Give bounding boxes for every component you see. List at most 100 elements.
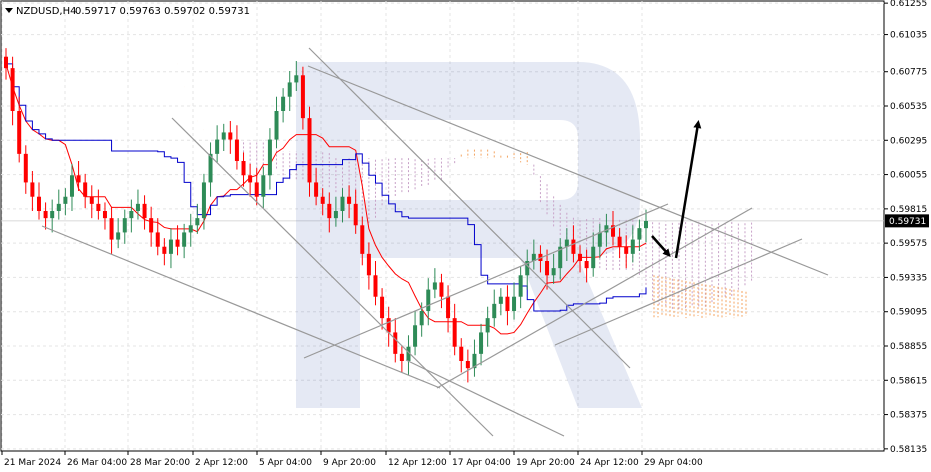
candle-body xyxy=(129,211,134,219)
candle-body xyxy=(525,261,530,276)
x-tick-label: 19 Apr 20:00 xyxy=(516,458,575,468)
x-tick-label: 24 Apr 12:00 xyxy=(580,458,639,468)
candle-body xyxy=(347,196,352,204)
trendline xyxy=(436,207,753,389)
candle-body xyxy=(545,261,550,276)
candle-body xyxy=(637,228,642,240)
candle-body xyxy=(83,182,88,197)
candle-body xyxy=(267,139,272,176)
candle-body xyxy=(492,303,497,319)
candle-body xyxy=(617,236,622,247)
y-tick-label: 0.59575 xyxy=(890,239,927,249)
y-tick-label: 0.60775 xyxy=(890,68,927,78)
watermark-logo xyxy=(296,62,642,408)
y-tick-label: 0.60535 xyxy=(890,102,927,112)
y-tick-label: 0.61035 xyxy=(890,31,927,41)
candle-body xyxy=(149,218,154,233)
candle-body xyxy=(215,139,220,154)
candle-body xyxy=(274,111,279,140)
candle-body xyxy=(333,211,338,219)
candle-body xyxy=(23,153,28,183)
candle-body xyxy=(89,196,94,204)
trendline xyxy=(308,47,631,369)
candle-body xyxy=(564,239,569,247)
candle-body xyxy=(485,318,490,333)
candle-body xyxy=(432,282,437,290)
y-tick-label: 0.58135 xyxy=(890,445,927,455)
candle-body xyxy=(69,175,74,197)
candle-body xyxy=(234,139,239,161)
x-tick-label: 28 Mar 20:00 xyxy=(130,458,190,468)
candle-body xyxy=(142,203,147,219)
candle-body xyxy=(122,218,127,233)
tenkan-sen-line xyxy=(5,63,647,335)
candle-body xyxy=(102,211,107,219)
candle-body xyxy=(386,318,391,333)
trendline xyxy=(554,238,803,346)
candle-body xyxy=(50,211,55,219)
candle-body xyxy=(116,232,121,240)
candle-body xyxy=(254,182,259,197)
candle-body xyxy=(208,153,213,183)
candle-body xyxy=(446,296,451,319)
x-tick-label: 9 Apr 20:00 xyxy=(323,458,376,468)
candle-body xyxy=(201,182,206,219)
price-axis: 0.61255 0.61035 0.60775 0.60535 0.60295 0.600… xyxy=(884,0,927,455)
forecast-arrow-down xyxy=(651,235,671,257)
candle-body xyxy=(287,82,292,97)
candle-body xyxy=(300,75,305,119)
forecast-arrow-up xyxy=(674,120,702,259)
candle-body xyxy=(380,296,385,319)
y-tick-label: 0.59815 xyxy=(890,205,927,215)
candle-body xyxy=(597,232,602,247)
y-tick-label: 0.58375 xyxy=(890,411,927,421)
candle-body xyxy=(63,196,68,204)
symbol-title: NZDUSD,H4 xyxy=(16,6,76,17)
time-axis: 21 Mar 2024 26 Mar 04:00 28 Mar 20:00 2 Apr… xyxy=(1,451,703,468)
trendline xyxy=(307,65,829,276)
candle-body xyxy=(56,203,61,211)
candle-body xyxy=(340,196,345,211)
candle-body xyxy=(281,96,286,111)
candle-body xyxy=(188,225,193,233)
candle-body xyxy=(505,296,510,311)
y-tick-label: 0.60055 xyxy=(890,171,927,181)
candle-body xyxy=(162,246,167,254)
y-tick-label: 0.61255 xyxy=(890,0,927,9)
dropdown-triangle-icon[interactable] xyxy=(5,8,13,13)
candle-body xyxy=(624,246,629,254)
candle-body xyxy=(43,211,48,219)
candle-body xyxy=(10,68,15,111)
candle-body xyxy=(366,253,371,276)
kijun-sen-line xyxy=(6,63,647,312)
candle-body xyxy=(135,203,140,211)
candle-body xyxy=(439,282,444,297)
candle-body xyxy=(419,311,424,326)
forecast-arrows xyxy=(651,120,702,259)
candle-body xyxy=(261,175,266,197)
candle-body xyxy=(479,332,484,354)
candle-body xyxy=(465,361,470,369)
candle-body xyxy=(353,203,358,226)
trendlines xyxy=(41,47,829,437)
plot-area xyxy=(0,0,885,452)
y-tick-label: 0.58855 xyxy=(890,342,927,352)
candle-body xyxy=(195,218,200,226)
candle-body xyxy=(17,111,22,154)
candle-body xyxy=(452,318,457,347)
candle-body xyxy=(611,225,616,237)
chart-header: NZDUSD,H4 0.59717 0.59763 0.59702 0.5973… xyxy=(5,6,250,17)
candle-body xyxy=(228,132,233,140)
x-tick-label: 29 Apr 04:00 xyxy=(644,458,703,468)
candle-body xyxy=(399,353,404,361)
y-tick-label: 0.60295 xyxy=(890,136,927,146)
current-price-label: 0.59731 xyxy=(889,217,926,227)
candle-body xyxy=(531,253,536,261)
x-tick-label: 12 Apr 12:00 xyxy=(388,458,447,468)
candle-body xyxy=(373,275,378,297)
trendline xyxy=(41,225,441,389)
candle-body xyxy=(459,346,464,361)
candle-body xyxy=(248,175,253,183)
candle-body xyxy=(307,118,312,183)
